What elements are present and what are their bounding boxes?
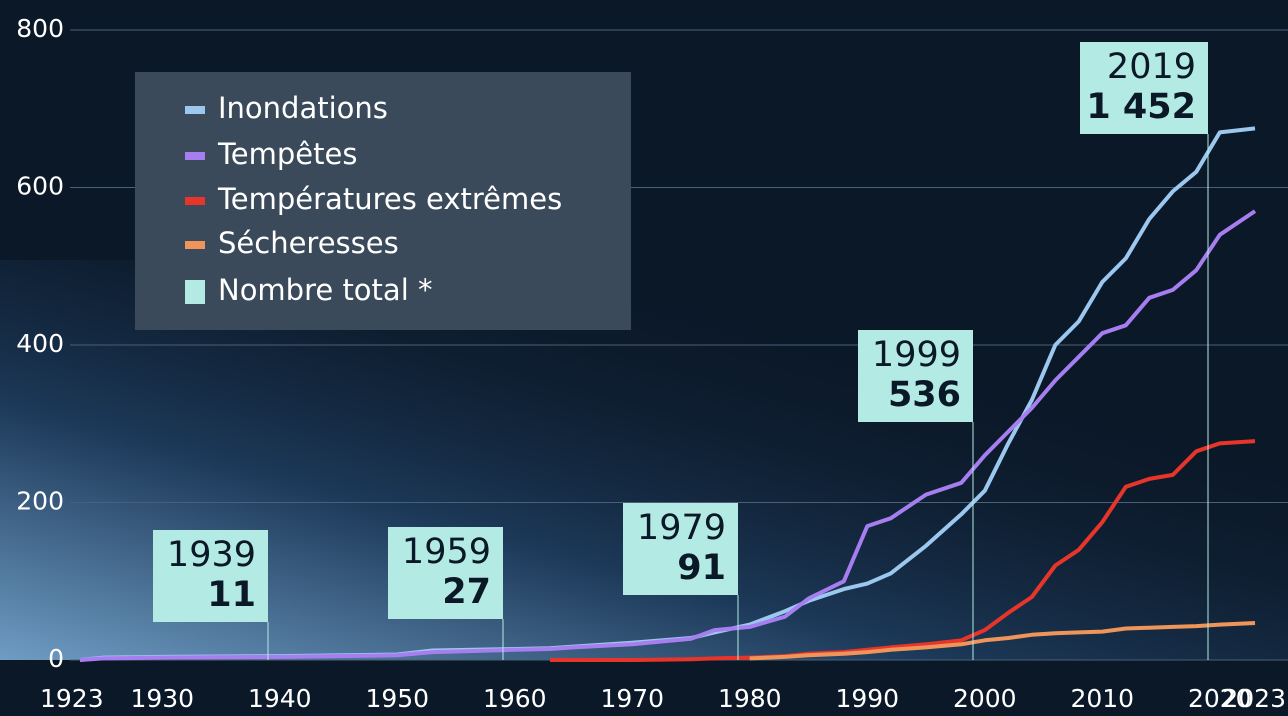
y-tick-label: 400 [16,329,64,358]
x-tick-label: 1970 [600,684,664,713]
annotation-box [858,330,973,422]
annotation-total: 1 452 [1086,87,1196,127]
x-tick-label: 2023 [1222,684,1286,713]
annotation-box [153,530,268,622]
legend-label: Sécheresses [218,226,399,260]
annotation-year: 1999 [872,335,961,375]
legend-swatch [185,280,205,304]
annotation-box [623,503,738,595]
x-tick-label: 2000 [953,684,1017,713]
annotation-total: 11 [207,575,256,615]
annotation-year: 2019 [1107,47,1196,87]
y-tick-label: 600 [16,172,64,201]
x-tick-label: 1940 [248,684,312,713]
series-line [749,621,1256,661]
legend-swatch [185,106,205,114]
legend-label: Inondations [218,91,388,125]
x-tick-label: 2010 [1070,684,1134,713]
y-tick-label: 800 [16,14,64,43]
x-tick-label: 1980 [718,684,782,713]
y-tick-label: 0 [48,644,64,673]
legend-swatch [185,197,205,205]
y-tick-label: 200 [16,487,64,516]
x-tick-label: 1960 [483,684,547,713]
series-line [79,209,1257,662]
annotation-box [1080,42,1208,134]
legend-box [135,72,631,330]
legend-label: Nombre total * [218,273,432,307]
annotation-total: 91 [677,548,726,588]
annotation-total: 536 [888,375,961,415]
x-tick-label: 1930 [130,684,194,713]
legend-label: Températures extrêmes [217,182,562,216]
series-line [550,439,1256,662]
legend-label: Tempêtes [217,137,357,171]
x-tick-label: 2020 [1188,684,1252,713]
x-tick-label: 1923 [40,684,104,713]
annotation-year: 1939 [167,535,256,575]
x-tick-label: 1950 [365,684,429,713]
annotation-year: 1979 [637,508,726,548]
annotation-box [388,527,503,619]
legend-swatch [185,152,205,160]
x-tick-label: 1990 [835,684,899,713]
legend-swatch [185,241,205,249]
annotation-total: 27 [442,572,491,612]
annotation-year: 1959 [402,532,491,572]
